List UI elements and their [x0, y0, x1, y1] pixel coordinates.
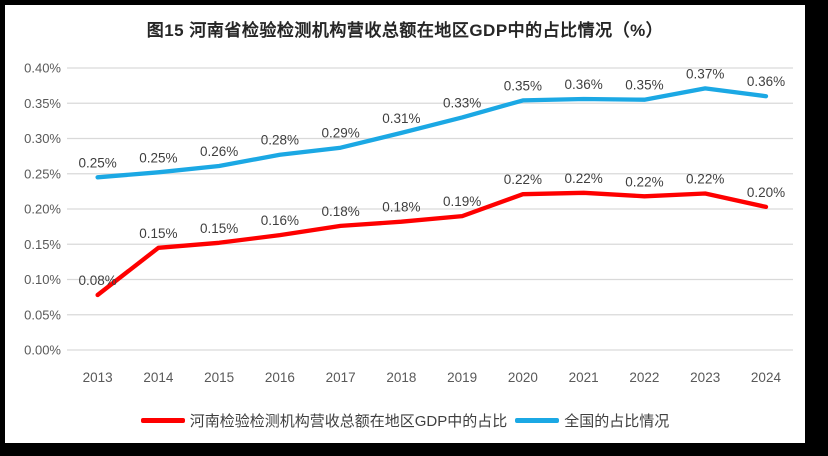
data-label: 0.22%: [686, 171, 724, 186]
data-label: 0.29%: [321, 126, 359, 141]
data-label: 0.31%: [382, 111, 420, 126]
y-axis-tick-label: 0.25%: [24, 166, 61, 181]
x-axis-tick-label: 2017: [326, 370, 356, 385]
data-label: 0.33%: [443, 95, 481, 110]
y-axis-tick-label: 0.00%: [24, 343, 61, 358]
legend-item-national: 全国的占比情况: [515, 410, 669, 431]
line-chart: 0.00% 0.05% 0.10% 0.15% 0.20% 0.25% 0.30% 0.35%…: [24, 61, 793, 385]
x-axis-tick-label: 2023: [690, 370, 720, 385]
x-axis-tick-label: 2019: [447, 370, 477, 385]
x-axis-tick-label: 2015: [204, 370, 234, 385]
y-axis-tick-label: 0.15%: [24, 237, 61, 252]
y-axis-tick-label: 0.30%: [24, 131, 61, 146]
data-label: 0.26%: [200, 144, 238, 159]
data-label: 0.20%: [747, 185, 785, 200]
data-label: 0.35%: [625, 78, 663, 93]
x-axis-tick-label: 2016: [265, 370, 295, 385]
y-axis-tick-label: 0.05%: [24, 307, 61, 322]
x-axis-tick-label: 2024: [751, 370, 782, 385]
henan-series-swatch: [140, 418, 185, 423]
y-axis-tick-label: 0.10%: [24, 272, 61, 287]
chart-title: 图15 河南省检验检测机构营收总额在地区GDP中的占比情况（%）: [146, 21, 664, 40]
data-label: 0.08%: [78, 273, 116, 288]
x-axis-tick-label: 2013: [83, 370, 113, 385]
chart-legend: 河南检验检测机构营收总额在地区GDP中的占比 全国的占比情况: [5, 410, 805, 431]
data-label: 0.36%: [565, 77, 603, 92]
x-axis-tick-label: 2018: [386, 370, 416, 385]
data-label: 0.15%: [139, 226, 177, 241]
legend-label-henan: 河南检验检测机构营收总额在地区GDP中的占比: [189, 413, 508, 430]
data-label: 0.19%: [443, 194, 481, 209]
chart-card: 图15 河南省检验检测机构营收总额在地区GDP中的占比情况（%） 0.00% 0.…: [5, 5, 805, 443]
data-label: 0.22%: [625, 174, 663, 189]
data-label: 0.18%: [382, 200, 420, 215]
x-axis-tick-label: 2014: [143, 370, 174, 385]
data-label: 0.15%: [200, 221, 238, 236]
data-label: 0.37%: [686, 66, 724, 81]
x-axis-tick-label: 2020: [508, 370, 538, 385]
series-line-0: [95, 190, 769, 298]
y-axis-tick-label: 0.20%: [24, 202, 61, 217]
data-label: 0.35%: [504, 78, 542, 93]
x-axis-tick-label: 2022: [629, 370, 659, 385]
data-label: 0.25%: [78, 155, 116, 170]
data-label: 0.22%: [565, 171, 603, 186]
data-label: 0.22%: [504, 172, 542, 187]
data-label: 0.25%: [139, 150, 177, 165]
data-label: 0.18%: [321, 204, 359, 219]
legend-label-national: 全国的占比情况: [564, 413, 670, 430]
data-label: 0.16%: [261, 213, 299, 228]
y-axis-tick-label: 0.35%: [24, 96, 61, 111]
x-axis-tick-label: 2021: [569, 370, 599, 385]
data-label: 0.36%: [747, 74, 785, 89]
data-label: 0.28%: [261, 133, 299, 148]
national-series-swatch: [515, 418, 560, 423]
legend-item-henan: 河南检验检测机构营收总额在地区GDP中的占比: [140, 410, 508, 431]
series-line-1: [95, 86, 769, 180]
y-axis-tick-label: 0.40%: [24, 61, 61, 76]
